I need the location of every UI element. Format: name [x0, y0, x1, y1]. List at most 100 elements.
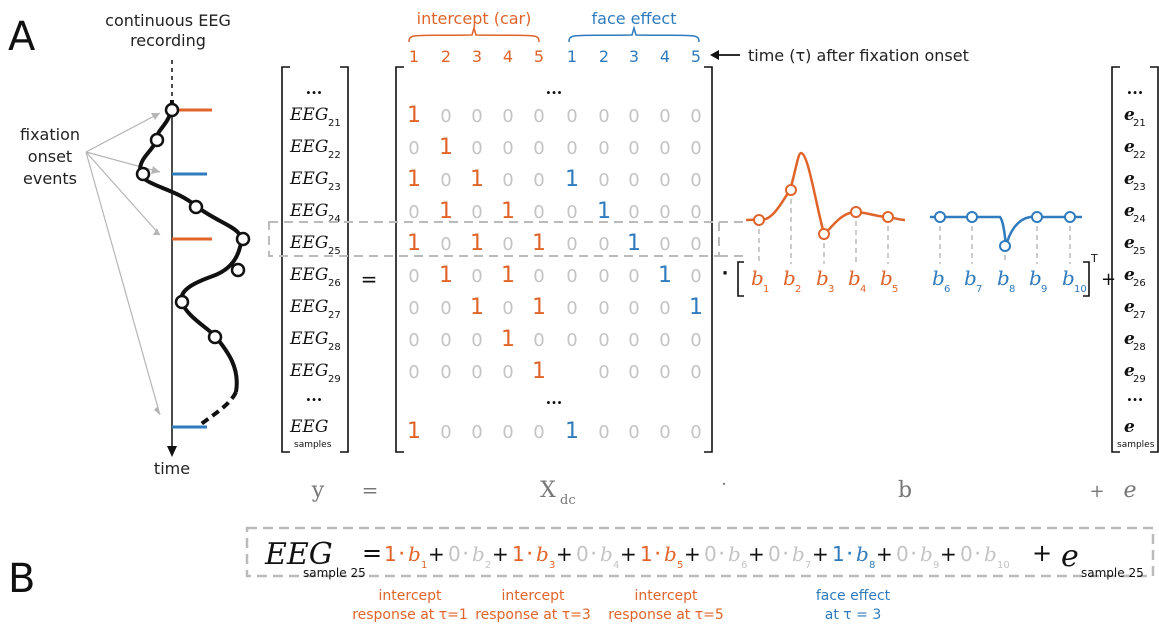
matrix-cell: 1: [470, 295, 484, 320]
matrix-cell: 0: [471, 362, 482, 383]
term-plus: +: [812, 542, 829, 566]
equation-annotation: face effect at τ = 3: [816, 588, 891, 623]
term-plus: +: [620, 542, 637, 566]
matrix-cell: 0: [471, 266, 482, 287]
eeg-vector-entry: EEG 22: [289, 137, 341, 161]
equation-term: 1 · b 5 +: [640, 542, 701, 571]
term-beta-sub: 9: [933, 560, 939, 571]
annotation-line1: intercept: [635, 588, 699, 604]
eeg-entry-sub: 26: [328, 278, 341, 289]
beta-point: [850, 206, 862, 218]
matrix-right-bracket: [704, 66, 713, 453]
matrix-cell: 0: [628, 362, 639, 383]
matrix-cell: 0: [628, 170, 639, 191]
equation-term: 0 · b 7 +: [768, 542, 829, 571]
matrix-cell: 0: [533, 170, 544, 191]
matrix-cell: 0: [471, 330, 482, 351]
matrix-cell: 1: [439, 199, 453, 224]
beta-symbol: b: [783, 266, 796, 290]
annotation-line2: response at τ=5: [608, 607, 724, 623]
residual-entry: e24: [1124, 201, 1146, 225]
matrix-cell: 0: [408, 362, 419, 383]
eeg-vector-right-bracket: [340, 66, 349, 453]
residual-entry-sub: 27: [1133, 310, 1146, 321]
beta-plus: +: [1101, 269, 1116, 290]
equation-annotations: intercept response at τ=1 intercept respons…: [352, 588, 890, 623]
matrix-cell: 0: [690, 138, 701, 159]
matrix-cell: 0: [471, 138, 482, 159]
eeg-entry-sub: 23: [328, 182, 341, 193]
term-coefficient: 1: [832, 542, 845, 566]
beta-symbol: b: [997, 266, 1010, 290]
matrix-cell: 0: [440, 422, 451, 443]
term-coefficient: 0: [704, 542, 717, 566]
lag-number: 2: [599, 47, 609, 66]
residual-entry-sub: 26: [1133, 278, 1146, 289]
term-plus: +: [684, 542, 701, 566]
recording-title-line1: continuous EEG: [105, 11, 231, 30]
lag-number: 4: [503, 47, 513, 66]
term-beta-sub: 6: [741, 560, 747, 571]
beta-sub: 10: [1074, 284, 1087, 295]
matrix-cell: 0: [408, 330, 419, 351]
eeg-vector-entry: EEG 21: [289, 105, 341, 129]
matrix-group-labels: intercept (car) face effect 1 2 3 4 5 1 2 3 4 5 t…: [408, 9, 969, 66]
lag-number: 2: [441, 47, 451, 66]
equation-term: 0 · b 2 +: [448, 542, 509, 571]
matrix-cell: 1: [501, 263, 515, 288]
matrix-cell: 0: [598, 170, 609, 191]
eeg-entry-label: EEG: [289, 329, 328, 349]
term-coefficient: 0: [768, 542, 781, 566]
matrix-cell: 0: [566, 138, 577, 159]
matrix-cell: 0: [659, 330, 670, 351]
matrix-cell: 0: [598, 138, 609, 159]
term-coefficient: 1: [640, 542, 653, 566]
eeg-entry-label: EEG: [289, 105, 328, 125]
beta-sub: 2: [795, 284, 801, 295]
term-dot: ·: [847, 546, 852, 562]
matrix-cell: 0: [598, 362, 609, 383]
matrix-cell: 0: [628, 330, 639, 351]
matrix-left-bracket: [395, 66, 404, 453]
residual-entry: e22: [1124, 137, 1146, 161]
eeg-entry-sub: 27: [328, 310, 341, 321]
term-beta-sub: 1: [421, 560, 427, 571]
residual-entry: e21: [1124, 105, 1146, 129]
matrix-cell: 0: [502, 170, 513, 191]
residual-entry-label: e: [1124, 297, 1135, 317]
equation-term: 0 · b 4 +: [576, 542, 637, 571]
residual-entry-sub: 28: [1133, 342, 1146, 353]
annotation-line2: response at τ=1: [352, 607, 468, 623]
formula-plus: +: [1089, 481, 1104, 502]
eeg-entry-sub: 28: [328, 342, 341, 353]
time-note-arrowhead: [710, 50, 719, 60]
lag-number: 5: [691, 47, 701, 66]
formula-e: e: [1123, 478, 1136, 503]
matrix-cell: 0: [628, 298, 639, 319]
term-coefficient: 0: [576, 542, 589, 566]
eeg-signal-continuation: [198, 391, 238, 427]
residual-entry: e23: [1124, 169, 1146, 193]
recording-title-line2: recording: [130, 31, 206, 50]
matrix-cell: 1: [597, 199, 611, 224]
beta-symbol: b: [751, 266, 764, 290]
beta-symbol: b: [1029, 266, 1042, 290]
matrix-cell: 0: [533, 422, 544, 443]
residual-entry-label: e: [1124, 329, 1135, 349]
beta-sub: 8: [1009, 284, 1015, 295]
residual-entry-sub: 23: [1133, 182, 1146, 193]
matrix-cell: 0: [502, 422, 513, 443]
matrix-cell: 0: [471, 202, 482, 223]
beta-symbol: b: [816, 266, 829, 290]
residual-last-sub: samples: [1117, 440, 1155, 450]
residual-mid-ellipsis: ...: [1127, 386, 1144, 405]
events-label-line1: fixation: [20, 125, 80, 144]
